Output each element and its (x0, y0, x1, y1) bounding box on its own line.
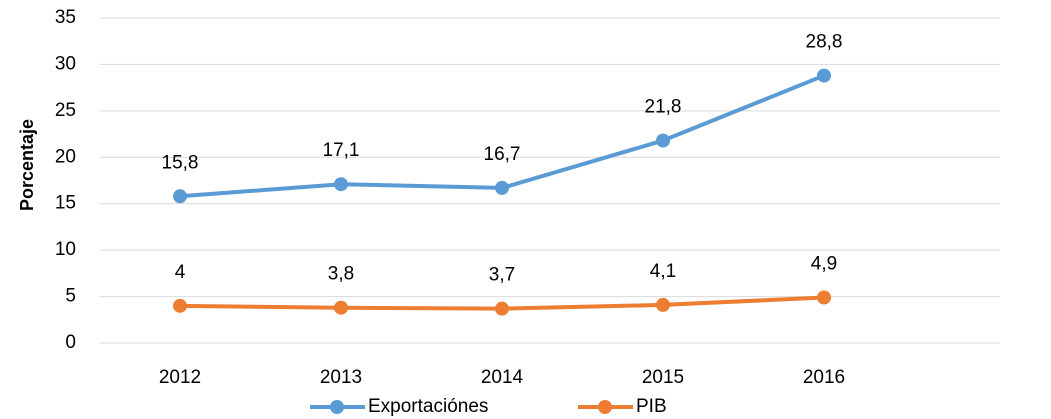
data-point (817, 290, 831, 305)
data-label: 4 (175, 262, 186, 283)
y-tick-label: 25 (55, 100, 76, 121)
data-point (817, 68, 831, 83)
data-label: 17,1 (323, 140, 360, 161)
y-tick-label: 0 (65, 332, 76, 353)
y-axis-label: Porcentaje (17, 119, 37, 211)
x-tick-label: 2013 (320, 367, 362, 388)
data-point (173, 189, 187, 204)
x-tick-label: 2014 (481, 367, 524, 388)
legend-label: PIB (636, 396, 667, 417)
x-tick-label: 2012 (159, 367, 201, 388)
data-point (656, 297, 670, 312)
data-label: 21,8 (645, 97, 682, 118)
data-label: 15,8 (162, 152, 199, 173)
y-tick-label: 20 (55, 146, 76, 167)
data-point (495, 301, 509, 316)
data-point (334, 300, 348, 315)
data-label: 4,9 (811, 254, 837, 275)
data-point (495, 180, 509, 195)
data-label: 4,1 (650, 261, 676, 282)
data-label: 3,8 (328, 264, 354, 285)
x-tick-label: 2015 (642, 367, 684, 388)
legend-marker (330, 400, 344, 414)
x-tick-label: 2016 (803, 367, 845, 388)
data-label: 3,7 (489, 265, 515, 286)
data-point (656, 133, 670, 148)
series-line (179, 73, 825, 199)
y-tick-label: 15 (55, 193, 76, 214)
y-tick-label: 35 (55, 7, 76, 28)
data-label: 16,7 (484, 144, 521, 165)
data-label: 28,8 (806, 32, 843, 53)
data-point (173, 298, 187, 313)
y-tick-label: 30 (55, 53, 76, 74)
y-tick-label: 10 (55, 239, 76, 260)
legend-marker (598, 400, 612, 414)
y-tick-label: 5 (65, 286, 76, 307)
data-point (334, 177, 348, 192)
legend-label: Exportaciónes (368, 396, 488, 417)
